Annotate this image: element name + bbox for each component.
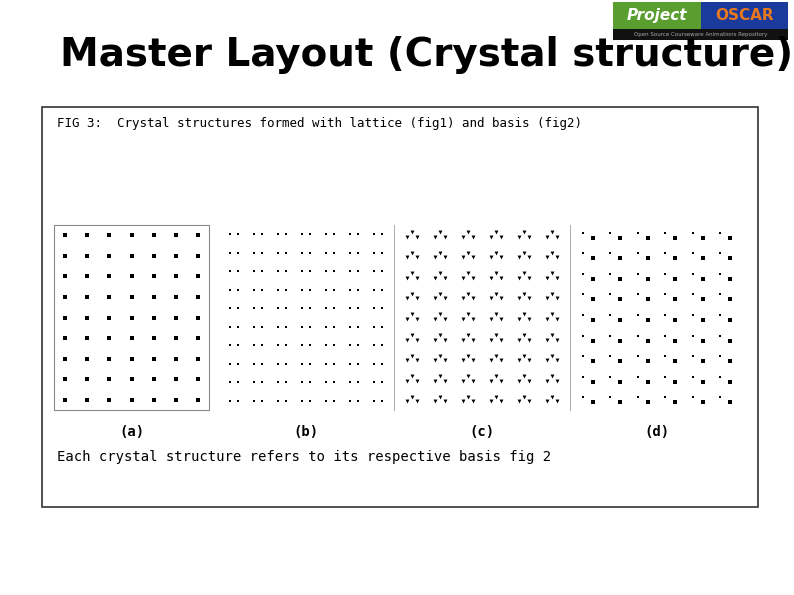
Text: FIG 3:  Crystal structures formed with lattice (fig1) and basis (fig2): FIG 3: Crystal structures formed with la… (57, 117, 582, 130)
Text: (a): (a) (119, 425, 144, 439)
Text: (d): (d) (644, 425, 669, 439)
FancyBboxPatch shape (613, 29, 788, 40)
Text: Open Source Courseware Animations Repository: Open Source Courseware Animations Reposi… (634, 32, 767, 37)
Text: Project: Project (626, 8, 687, 23)
Text: (c): (c) (469, 425, 495, 439)
FancyBboxPatch shape (42, 107, 758, 507)
FancyBboxPatch shape (54, 225, 209, 410)
FancyBboxPatch shape (613, 2, 700, 29)
Text: (b): (b) (294, 425, 318, 439)
Text: Each crystal structure refers to its respective basis fig 2: Each crystal structure refers to its res… (57, 450, 551, 464)
Text: Master Layout (Crystal structure): Master Layout (Crystal structure) (60, 36, 793, 74)
FancyBboxPatch shape (700, 2, 788, 29)
Text: OSCAR: OSCAR (715, 8, 773, 23)
